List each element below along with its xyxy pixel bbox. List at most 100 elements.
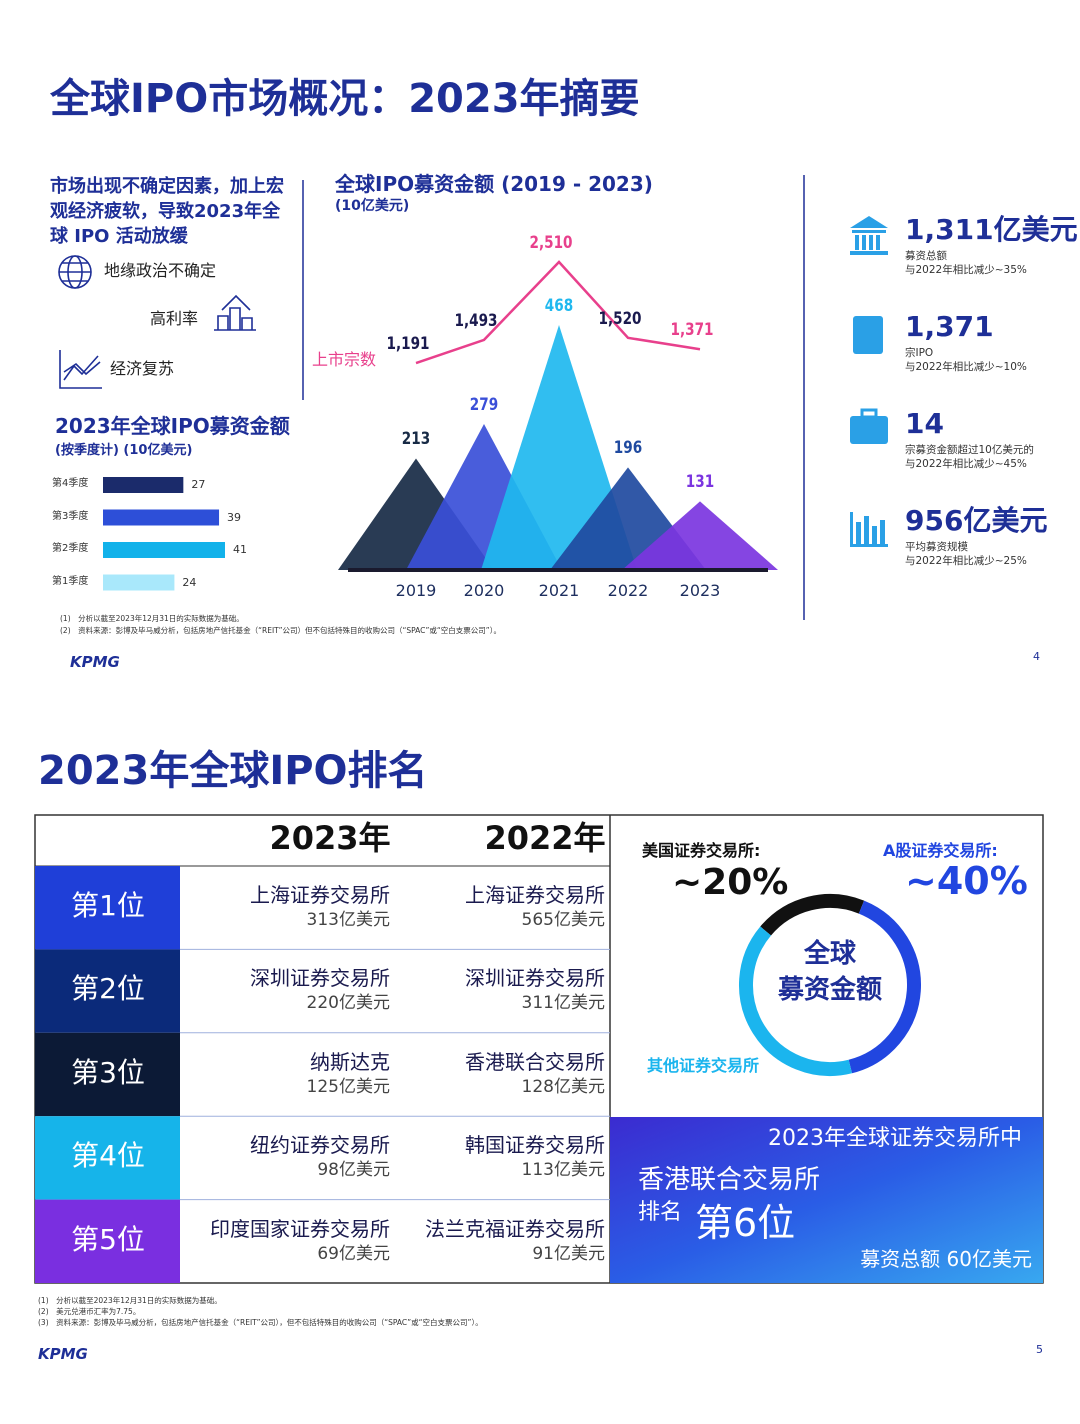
exchange-name: 韩国证券交易所 [465, 1133, 605, 1158]
mountain [622, 501, 778, 570]
rank-cell [35, 1032, 180, 1117]
footnote: (1) 分析以截至2023年12月31日的实际数据为基础。 [38, 1296, 222, 1305]
listings-line [415, 260, 701, 365]
count-label: 1,371 [670, 320, 714, 341]
amount: 565亿美元 [521, 910, 605, 930]
donut-center: 全球 [803, 939, 857, 969]
exchange-name: 纽约证券交易所 [250, 1133, 390, 1158]
page-number: 5 [1036, 1343, 1043, 1356]
value-label: 39 [227, 510, 242, 524]
logo: KPMG [70, 653, 120, 671]
factor: 高利率 [150, 309, 199, 328]
value-label: 196 [613, 438, 643, 459]
value-label: 131 [685, 472, 715, 493]
rank: 第1位 [71, 889, 145, 922]
exchange-name: 深圳证券交易所 [465, 966, 605, 991]
stat-value: 1,311亿美元 [905, 213, 1078, 246]
column-header: 2022年 [484, 819, 606, 857]
donut-segment [760, 894, 865, 936]
exchange-name: 上海证券交易所 [250, 883, 390, 907]
chart-title: 全球IPO募资金额 (2019 - 2023) [335, 172, 653, 196]
segment-label: A股证券交易所: [883, 841, 998, 860]
factor: 地缘政治不确定 [104, 261, 217, 280]
value-label: 41 [233, 543, 247, 556]
bar [103, 542, 225, 558]
chart-title: 2023年全球IPO募资金额 [55, 414, 290, 438]
hk-rank: 第6位 [695, 1201, 796, 1245]
stat-note: 募资总额 [905, 250, 947, 262]
amount: 125亿美元 [306, 1076, 390, 1097]
value-label: 24 [182, 575, 197, 589]
x-label: 2021 [538, 581, 580, 600]
x-label: 2023 [679, 581, 721, 600]
count-label: 1,520 [598, 308, 642, 329]
logo: KPMG [38, 1345, 88, 1363]
footnote: (3) 资料来源：彭博及毕马威分析，包括房地产信托基金（“REIT”公司），但不… [38, 1318, 483, 1327]
amount: 113亿美元 [521, 1160, 605, 1181]
amount: 311亿美元 [521, 993, 605, 1014]
rank: 第4位 [71, 1139, 145, 1173]
stat-note: 平均募资规模 [905, 541, 968, 553]
donut-segment [739, 926, 853, 1076]
category-label: 第4季度 [52, 478, 89, 489]
count-label: 1,493 [454, 310, 498, 331]
category-label: 第3季度 [52, 510, 89, 522]
donut-center: 募资金额 [777, 975, 883, 1005]
stat-value: 1,371 [905, 310, 994, 343]
stat-value: 14 [905, 407, 944, 440]
category-label: 第1季度 [52, 575, 89, 587]
stat-note: 与2022年相比减少~35% [905, 264, 1027, 276]
rank-cell [35, 1116, 180, 1200]
amount: 69亿美元 [317, 1243, 390, 1264]
page-title: 全球IPO市场概况：2023年摘要 [50, 76, 640, 122]
bar [103, 509, 220, 526]
exchange-name: 纳斯达克 [310, 1049, 390, 1074]
rank-cell [35, 949, 180, 1033]
page-title: 2023年全球IPO排名 [38, 748, 428, 794]
segment-label: 其他证券交易所 [647, 1056, 760, 1075]
stat-note: 与2022年相比减少~10% [905, 361, 1027, 373]
segment-label: 美国证券交易所: [642, 841, 761, 860]
exchange-name: 法兰克福证券交易所 [425, 1216, 605, 1241]
amount: 91亿美元 [532, 1243, 605, 1264]
value-label: 27 [191, 478, 206, 491]
exchange-name: 印度国家证券交易所 [210, 1216, 390, 1241]
exchange-name: 香港联合交易所 [465, 1049, 605, 1074]
value-label: 213 [401, 429, 431, 450]
chart-subtitle: (10亿美元) [335, 198, 410, 214]
x-label: 2022 [607, 581, 649, 600]
column-header: 2023年 [269, 819, 391, 857]
stat-note: 与2022年相比减少~45% [905, 458, 1027, 470]
donut-segment [848, 900, 921, 1074]
amount: 98亿美元 [317, 1160, 390, 1181]
stat-note: 宗IPO [905, 347, 934, 359]
segment-value: ~20% [672, 862, 789, 903]
rank: 第5位 [71, 1222, 145, 1256]
hk-exchange: 香港联合交易所 [638, 1165, 821, 1195]
value-label: 279 [469, 394, 499, 415]
category-label: 第2季度 [52, 543, 89, 554]
stat-icons [850, 216, 888, 547]
hk-amount: 募资总额 60亿美元 [860, 1247, 1032, 1271]
bar [103, 574, 175, 591]
amount: 313亿美元 [306, 910, 390, 930]
amount: 220亿美元 [306, 993, 390, 1014]
stat-note: 宗募资金额超过10亿美元的 [905, 444, 1034, 456]
x-label: 2019 [395, 581, 437, 600]
stat-value: 956亿美元 [905, 504, 1048, 537]
page-number: 4 [1033, 650, 1040, 663]
hk-box [610, 1117, 1043, 1283]
rank-cell [35, 866, 180, 950]
x-label: 2020 [463, 581, 505, 600]
footnote: (1) 分析以截至2023年12月31日的实际数据为基础。 [60, 614, 244, 623]
rank: 第2位 [71, 972, 145, 1006]
hk-rank-label: 排名 [638, 1200, 683, 1225]
factor-icons [58, 255, 256, 389]
segment-value: ~40% [905, 859, 1028, 903]
count-label: 2,510 [529, 233, 573, 253]
footnote: (2) 资料来源：彭博及毕马威分析，包括房地产信托基金（“REIT”公司）但不包… [60, 626, 501, 635]
rank: 第3位 [71, 1055, 145, 1089]
hk-heading: 2023年全球证券交易所中 [768, 1126, 1022, 1151]
